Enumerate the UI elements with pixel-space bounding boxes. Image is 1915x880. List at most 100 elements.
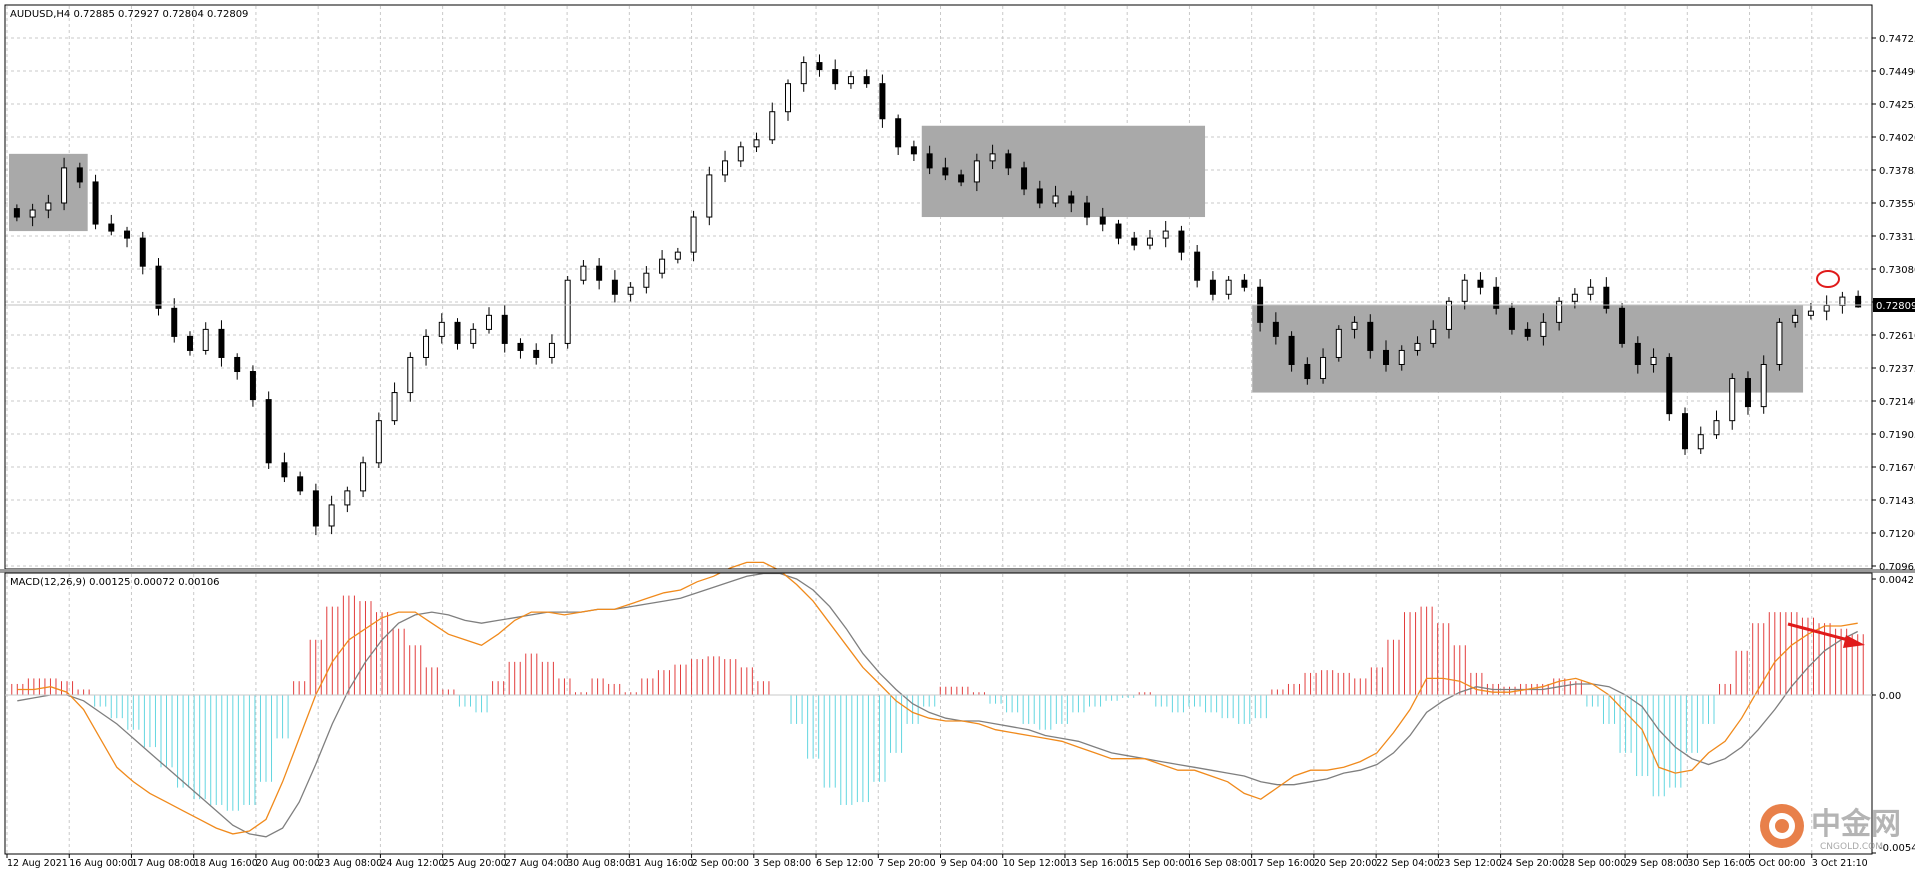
candle-bull <box>202 328 209 351</box>
candle-bear <box>1288 335 1295 365</box>
candle-bull <box>45 202 52 211</box>
panel-separator[interactable] <box>0 569 1915 573</box>
candle-bear <box>1493 286 1500 309</box>
time-tick-label: 23 Sep 12:00 <box>1438 858 1501 869</box>
candle-bull <box>989 153 996 162</box>
candle-bear <box>312 490 319 527</box>
candle-bull <box>548 342 555 358</box>
candle-bear <box>124 230 131 239</box>
candle-bear <box>533 349 540 358</box>
price-tick-label: 0.71435 <box>1879 496 1915 507</box>
time-tick-label: 17 Aug 08:00 <box>131 858 195 869</box>
candle-bull <box>1839 296 1846 307</box>
candle-bull <box>1807 310 1814 316</box>
candle-bear <box>13 208 20 218</box>
candle-bear <box>942 167 949 176</box>
macd-header: MACD(12,26,9) 0.00125 0.00072 0.00106 <box>10 577 220 588</box>
candle-bull <box>1335 328 1342 358</box>
candle-bull <box>1760 363 1767 408</box>
candle-bear <box>1178 230 1185 253</box>
candle-bear <box>454 321 461 344</box>
candle-bear <box>863 76 870 85</box>
candle-bear <box>1304 363 1311 380</box>
time-tick-label: 6 Sep 12:00 <box>816 858 873 869</box>
time-tick-label: 30 Aug 08:00 <box>567 858 631 869</box>
candle-bear <box>816 62 823 71</box>
candle-bull <box>737 146 744 162</box>
candle-bull <box>973 160 980 183</box>
time-tick-label: 7 Sep 20:00 <box>878 858 935 869</box>
candle-bull <box>580 265 587 281</box>
candle-bear <box>108 223 115 232</box>
price-tick-label: 0.70965 <box>1879 562 1915 573</box>
candle-bull <box>1713 420 1720 436</box>
watermark-en: CNGOLD.COM <box>1820 842 1883 852</box>
candle-bear <box>1855 295 1862 308</box>
candle-bear <box>186 335 193 351</box>
candle-bear <box>265 399 272 464</box>
time-tick-label: 24 Sep 20:00 <box>1501 858 1564 869</box>
support-resistance-zone[interactable] <box>921 125 1206 218</box>
candle-bear <box>1021 167 1028 190</box>
macd-tick-label: -0.00546 <box>1879 843 1915 854</box>
candle-bear <box>1383 349 1390 365</box>
candle-bear <box>1241 279 1248 288</box>
candle-bear <box>1099 216 1106 225</box>
macd-histogram <box>11 595 1864 811</box>
candle-bear <box>249 371 256 401</box>
time-tick-label: 5 Oct 00:00 <box>1750 858 1806 869</box>
support-resistance-zone[interactable] <box>1252 305 1804 393</box>
macd-line <box>17 561 1858 835</box>
candle-bull <box>1571 293 1578 302</box>
candle-bull <box>1320 356 1327 380</box>
candle-bull <box>800 62 807 85</box>
candle-bull <box>1351 321 1358 330</box>
candle-bull <box>1587 286 1594 295</box>
candle-bull <box>470 328 477 344</box>
time-tick-label: 15 Sep 00:00 <box>1127 858 1190 869</box>
candle-bull <box>753 139 760 148</box>
candle-bull <box>61 167 68 204</box>
time-tick-label: 20 Sep 20:00 <box>1314 858 1377 869</box>
candle-bull <box>769 111 776 141</box>
watermark-cn: 中金网 <box>1811 807 1901 842</box>
candle-bear <box>926 153 933 169</box>
macd-tick-label: 0.00 <box>1879 691 1901 702</box>
candle-bull <box>674 251 681 260</box>
candle-bear <box>281 462 288 478</box>
time-tick-label: 20 Aug 00:00 <box>256 858 320 869</box>
candle-bull <box>485 314 492 330</box>
time-tick-label: 16 Sep 08:00 <box>1189 858 1252 869</box>
candle-bull <box>344 490 351 506</box>
candle-bear <box>1209 279 1216 295</box>
candle-bull <box>1461 279 1468 302</box>
candle-bull <box>1729 378 1736 422</box>
price-tick-label: 0.73785 <box>1879 166 1915 177</box>
candle-bull <box>328 504 335 527</box>
candle-bear <box>910 146 917 155</box>
candle-bull <box>1398 349 1405 365</box>
candle-bull <box>784 83 791 113</box>
candle-bull <box>438 321 445 337</box>
support-resistance-zone[interactable] <box>9 153 88 232</box>
candle-bull <box>423 335 430 358</box>
candle-bear <box>1634 342 1641 365</box>
arrow-annotation <box>1787 622 1865 648</box>
signal-line <box>17 572 1858 838</box>
candle-bear <box>1682 413 1689 450</box>
candle-bull <box>564 279 571 344</box>
candle-bear <box>879 83 886 120</box>
candle-bull <box>1776 321 1783 365</box>
price-tick-label: 0.73315 <box>1879 232 1915 243</box>
price-tick-label: 0.74725 <box>1879 34 1915 45</box>
candle-bear <box>1477 279 1484 288</box>
candle-bear <box>1744 378 1751 408</box>
